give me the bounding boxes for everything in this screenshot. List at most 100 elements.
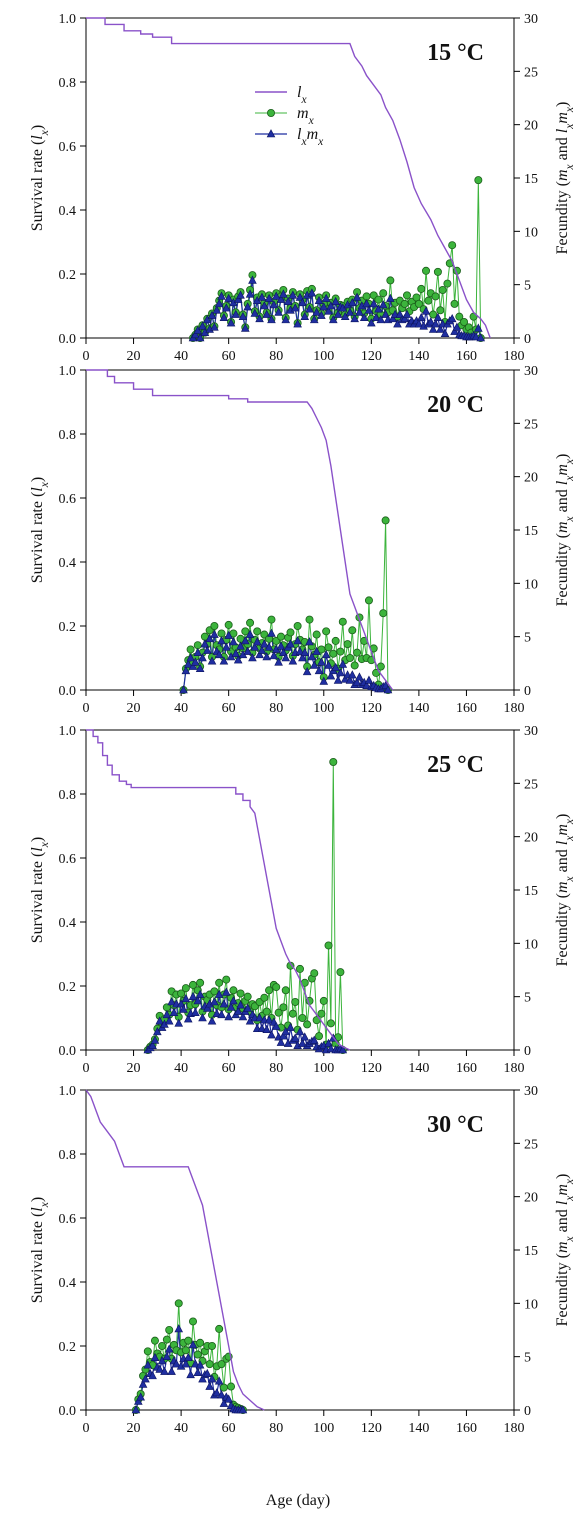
mx-point [336,647,345,656]
lxmx-point [271,291,281,300]
y-right-tick-label: 0 [524,332,531,347]
lxmx-point [238,1405,248,1414]
lxmx-point [340,674,350,683]
x-tick-label: 20 [127,701,141,716]
y-right-tick-label: 25 [524,777,538,792]
lxmx-point [231,648,241,658]
lxmx-point [426,317,436,326]
lxmx-point [224,630,233,639]
mx-point [267,615,276,624]
plot-frame [85,17,515,339]
lxmx-point [345,307,355,316]
y-left-tick-label: 0.8 [59,788,77,803]
mx-point [343,640,352,649]
mx-point [329,758,338,767]
lxmx-point [269,300,279,309]
x-tick-label: 140 [408,1061,429,1076]
x-tick-label: 180 [504,1061,525,1076]
lxmx-point [433,312,443,322]
mx-point [279,1003,288,1012]
mx-point [227,1382,236,1391]
lxmx-point [267,628,276,637]
mx-point [193,1350,202,1359]
x-tick-label: 80 [269,349,283,364]
lxmx-point [276,1037,286,1046]
lxmx-point [383,685,393,694]
mx-point [288,1009,297,1018]
lxmx-point [300,647,310,656]
lx-series-line [86,369,394,691]
lxmx-point [431,319,440,328]
y-right-tick-label: 20 [524,831,538,846]
y-right-tick-label: 15 [524,524,538,539]
x-tick-label: 120 [361,1421,382,1436]
lxmx-point [326,1044,336,1053]
lxmx-point [212,1388,222,1397]
lxmx-point [150,1352,160,1362]
lxmx-point [193,1367,203,1376]
lxmx-point [314,665,324,675]
lxmx-point [205,633,214,643]
mx-point [181,984,190,993]
lxmx-point [364,675,374,684]
lxmx-point [262,309,272,318]
legend-mx-marker [266,109,275,118]
lxmx-point [186,653,195,662]
mx-point [276,632,285,641]
y-left-tick-label: 0.0 [59,332,77,347]
lxmx-point [416,312,426,322]
mx-point [433,267,442,276]
x-tick-label: 160 [456,1061,477,1076]
lxmx-point [286,1022,295,1031]
lxmx-point [233,655,243,664]
lxmx-point [336,668,345,677]
mx-point [150,1336,159,1345]
mx-point [222,975,231,984]
lxmx-point [198,1374,207,1383]
lxmx-point [191,657,200,666]
x-tick-label: 160 [456,349,477,364]
y-left-tick-label: 0.4 [59,1276,77,1291]
x-tick-label: 80 [269,1421,283,1436]
lxmx-point [262,1024,272,1034]
x-tick-label: 20 [127,1061,141,1076]
x-tick-label: 60 [222,701,236,716]
lxmx-point [224,1012,233,1021]
y-left-tick-label: 0.4 [59,204,77,219]
panel-15c: 0 20 40 60 80 100 120 140 160 1800.00.20.40.60.81… [29,12,576,364]
y-right-tick-label: 30 [524,364,538,379]
panel-25c: 0 20 40 60 80 100 120 140 160 1800.00.20.40.60.81… [29,724,576,1076]
lxmx-point [474,323,483,332]
lxmx-point [229,996,238,1005]
y-right-tick-label: 0 [524,1044,531,1059]
mx-point [162,1335,171,1344]
lxmx-point [378,300,388,309]
lxmx-point [395,309,405,318]
lxmx-point [164,1344,174,1353]
y-left-axis-title: Survival rate (lx) [29,837,51,943]
mx-point [443,279,452,288]
y-right-tick-label: 5 [524,279,531,294]
y-right-tick-label: 10 [524,1297,538,1312]
lxmx-point [195,663,205,672]
lxmx-point [267,1030,276,1039]
x-tick-label: 20 [127,1421,141,1436]
y-left-axis-title: Survival rate (lx) [29,125,51,231]
lxmx-point [231,309,241,318]
lxmx-point [221,303,231,312]
y-right-tick-label: 25 [524,1137,538,1152]
lxmx-point [138,1379,148,1388]
y-right-tick-label: 20 [524,1191,538,1206]
lxmx-point [214,1376,224,1385]
mx-point [422,266,431,275]
lxmx-point [202,315,212,324]
lxmx-point [376,315,386,324]
mx-point [205,1360,214,1369]
lxmx-point [210,322,219,331]
x-tick-label: 120 [361,349,382,364]
y-left-axis-title: Survival rate (lx) [29,1197,51,1303]
mx-point [429,310,438,319]
lxmx-point [309,660,319,669]
legend-mx-label: mx [297,105,315,127]
